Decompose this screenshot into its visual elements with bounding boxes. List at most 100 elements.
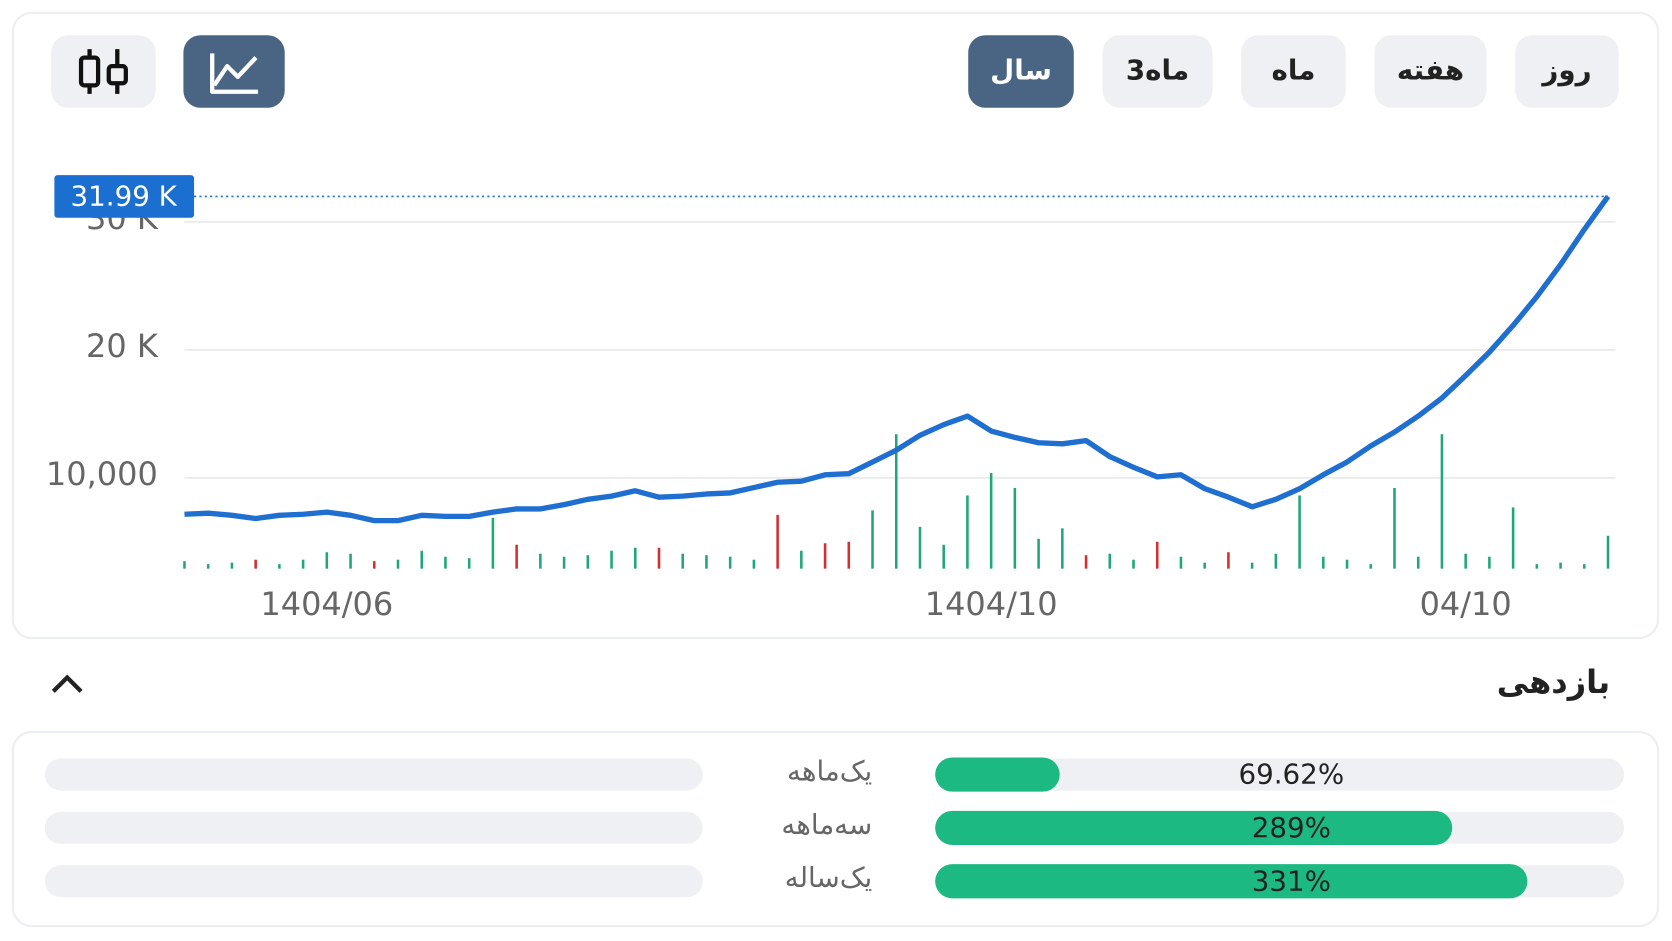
volume-bar [728, 556, 732, 569]
returns-chart: یک‌ماهه 69.62% سه‌ماهه 289% یک‌ساله 331% [44, 754, 1625, 899]
volume-bar [1488, 556, 1491, 569]
tab[interactable] [968, 35, 1074, 108]
tab-label: سال [990, 53, 1052, 86]
return-value: 69.62% [1238, 758, 1344, 791]
compare-track [44, 758, 703, 791]
volume-bar [1511, 507, 1515, 569]
x-tick-label: 1404/06 [260, 585, 393, 623]
volume-bar [966, 495, 969, 569]
volume-bar [396, 559, 400, 569]
volume-bar [1274, 553, 1278, 569]
volume-bar [1084, 555, 1088, 569]
section-title: بازدهی [1497, 663, 1610, 701]
return-bar [935, 864, 1528, 899]
candle-button[interactable] [51, 35, 156, 108]
volume-bar [1606, 535, 1610, 569]
y-tick-label: 10,000 [46, 455, 158, 493]
return-period: یک‌ماهه [787, 754, 872, 787]
volume-bar [610, 550, 613, 569]
volume-bar [752, 559, 756, 569]
volume-bar [1583, 564, 1586, 569]
volume-bar [705, 555, 708, 569]
volume-bar [633, 547, 637, 569]
volume-bar [1369, 564, 1373, 569]
volume-bar [942, 544, 945, 569]
volume-bar [681, 553, 684, 569]
volume-bar [562, 556, 566, 569]
volume-bar [586, 555, 590, 569]
volume-bar [183, 561, 186, 569]
volume-bar [254, 559, 257, 569]
volume-bar [918, 526, 922, 569]
volume-bar [1535, 564, 1539, 569]
x-tick-label: 1404/10 [925, 585, 1058, 623]
volume-bar [1298, 495, 1301, 569]
volume-bar [1227, 552, 1230, 569]
last-price-badge [54, 175, 195, 218]
tab-label: روز [1540, 53, 1591, 86]
tab[interactable] [1102, 35, 1213, 108]
volume-bar [1203, 562, 1206, 569]
tab-label: ماه [1271, 53, 1315, 86]
volume-bar [894, 434, 898, 569]
volume-bar [1416, 556, 1420, 569]
return-bar [935, 757, 1060, 792]
volume-bar [1464, 553, 1467, 569]
volume-bar [467, 558, 471, 569]
compare-track [44, 811, 703, 844]
volume-bar [278, 564, 281, 569]
price-line [184, 194, 1611, 524]
return-value: 289% [1252, 811, 1331, 844]
volume-bar [1345, 559, 1349, 569]
volume-bar [1155, 541, 1159, 569]
volume-bar [206, 564, 210, 569]
volume-bar [776, 514, 779, 569]
chart-card [11, 11, 1660, 640]
volume-bar [847, 541, 851, 569]
return-period: یک‌ساله [785, 861, 872, 894]
volume-bar [301, 559, 305, 569]
return-period: سه‌ماهه [781, 808, 872, 841]
volume-bar [823, 543, 827, 569]
volume-bar [539, 553, 542, 569]
volume-bar [989, 473, 993, 569]
volume-bar [1559, 562, 1562, 569]
tab-bar: روز هفته ماه 3ماه سال [968, 35, 1619, 108]
volume-bar [657, 547, 661, 569]
tab-label: 3ماه [1126, 53, 1189, 86]
volume-bar [230, 562, 234, 569]
volume-bar [1037, 538, 1040, 569]
volume-bar [515, 544, 518, 569]
x-tick-label: 04/10 [1420, 585, 1512, 623]
volume-bar [1061, 528, 1064, 569]
return-bar [935, 810, 1453, 845]
compare-track [44, 865, 703, 898]
volume-bar [491, 517, 495, 569]
tab[interactable] [1515, 35, 1619, 108]
volume-bar [1179, 556, 1183, 569]
volume-bar [373, 561, 376, 569]
volume-bar [349, 553, 352, 569]
volume-bar [800, 550, 803, 569]
volume-bar [325, 552, 329, 569]
collapse-chevron[interactable] [51, 674, 83, 693]
volume-bar [1132, 559, 1135, 569]
tab[interactable] [1374, 35, 1487, 108]
tab[interactable] [1241, 35, 1346, 108]
volume-bar [1440, 434, 1444, 569]
volume-bar [1250, 562, 1254, 569]
volume-bar [871, 510, 874, 569]
volume-bar [1013, 487, 1017, 569]
tab-label: هفته [1397, 53, 1464, 86]
volume-bar [444, 556, 447, 569]
y-tick-label: 20 K [86, 327, 159, 365]
volume-bar [1108, 553, 1112, 569]
candle-icon [78, 49, 128, 94]
last-price-label: 31.99 K [71, 179, 178, 212]
volume-bar [420, 550, 424, 569]
return-value: 331% [1252, 864, 1331, 897]
volume-bar [1322, 556, 1325, 569]
